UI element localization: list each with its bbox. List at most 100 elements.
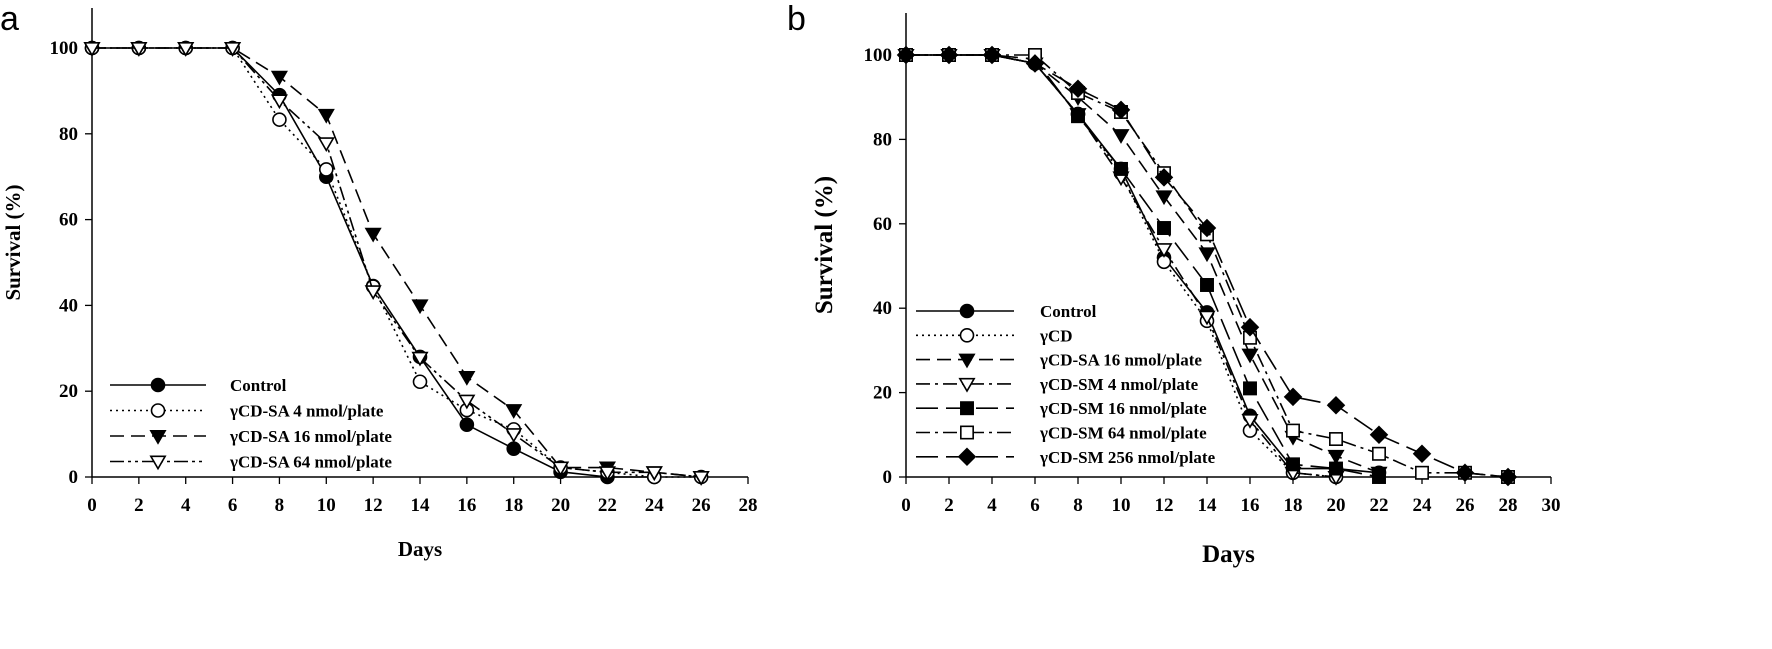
x-tick-label: 8 bbox=[1073, 495, 1083, 516]
data-point bbox=[1498, 467, 1518, 487]
data-point bbox=[552, 461, 570, 477]
data-point bbox=[1198, 247, 1216, 263]
data-point bbox=[1155, 243, 1173, 258]
x-tick-label: 0 bbox=[87, 495, 97, 516]
data-point bbox=[364, 285, 382, 300]
data-point bbox=[1025, 54, 1045, 73]
data-point bbox=[458, 371, 476, 386]
series-line bbox=[906, 54, 1509, 478]
data-point bbox=[318, 162, 334, 177]
x-tick-label: 4 bbox=[987, 495, 997, 516]
x-tick-label: 26 bbox=[1456, 495, 1475, 516]
x-tick-label: 10 bbox=[317, 495, 336, 516]
legend-entry: γCD-SM 4 nmol/plate bbox=[916, 375, 1199, 394]
data-point bbox=[317, 137, 335, 152]
y-tick-label: 100 bbox=[864, 45, 893, 66]
x-tick-label: 30 bbox=[1542, 495, 1561, 516]
x-axis-title: Days bbox=[1202, 541, 1255, 568]
legend-entry: γCD-SA 16 nmol/plate bbox=[916, 351, 1202, 370]
data-point bbox=[1369, 425, 1389, 445]
series-line bbox=[906, 54, 1380, 474]
data-point bbox=[1455, 463, 1475, 483]
x-tick-label: 18 bbox=[504, 495, 523, 516]
series-line bbox=[92, 47, 702, 478]
data-point bbox=[1197, 218, 1217, 238]
data-point bbox=[411, 299, 429, 315]
data-point bbox=[1154, 168, 1174, 187]
data-point bbox=[506, 441, 522, 456]
y-tick-label: 60 bbox=[59, 210, 78, 231]
y-tick-label: 40 bbox=[873, 298, 892, 319]
data-point bbox=[1329, 432, 1343, 446]
x-tick-label: 22 bbox=[1370, 495, 1389, 516]
data-point bbox=[982, 45, 1002, 65]
x-tick-label: 10 bbox=[1112, 495, 1131, 516]
y-axis-title: Survival (%) bbox=[1, 184, 25, 300]
data-point bbox=[1326, 396, 1346, 415]
legend-label: γCD-SM 64 nmol/plate bbox=[1039, 424, 1207, 443]
data-point bbox=[1157, 221, 1171, 235]
data-point bbox=[270, 70, 288, 86]
data-point bbox=[224, 41, 242, 57]
x-tick-label: 28 bbox=[1499, 495, 1518, 516]
data-point bbox=[1283, 387, 1303, 407]
data-point bbox=[1327, 449, 1345, 465]
data-point bbox=[177, 41, 195, 57]
y-tick-label: 0 bbox=[883, 467, 893, 488]
data-point bbox=[1372, 446, 1386, 461]
legend-label: γCD-SA 16 nmol/plate bbox=[229, 427, 392, 446]
y-tick-label: 80 bbox=[873, 129, 892, 150]
x-tick-label: 16 bbox=[1241, 495, 1260, 516]
y-tick-label: 0 bbox=[69, 467, 79, 488]
legend-label: γCD-SA 64 nmol/plate bbox=[229, 453, 392, 472]
chart-panel-b: b0 2 4 6 8 10 12 14 16 18 20 22 24 26 28 30020406080100… bbox=[787, 0, 1561, 568]
panel-letter: a bbox=[0, 0, 19, 38]
data-point bbox=[1286, 457, 1300, 472]
series-6 bbox=[899, 48, 1515, 484]
x-tick-label: 0 bbox=[901, 495, 911, 516]
chart-panel-a: a0 2 4 6 8 10 12 14 16 18 20 22 24 26 28020406080100Su… bbox=[0, 0, 758, 561]
data-point bbox=[83, 41, 101, 57]
data-point bbox=[896, 45, 916, 65]
data-point bbox=[411, 351, 429, 367]
data-point bbox=[458, 394, 476, 410]
x-tick-label: 6 bbox=[1030, 495, 1040, 516]
legend-label: γCD-SA 16 nmol/plate bbox=[1039, 351, 1202, 370]
legend-entry: γCD-SA 4 nmol/plate bbox=[110, 402, 384, 421]
legend-label: Control bbox=[230, 376, 287, 395]
data-point bbox=[1241, 348, 1259, 364]
x-tick-label: 28 bbox=[739, 495, 758, 516]
y-axis-title: Survival (%) bbox=[811, 176, 838, 314]
legend-marker bbox=[959, 327, 975, 343]
data-point bbox=[1071, 109, 1085, 124]
series-2 bbox=[84, 40, 709, 485]
data-point bbox=[939, 45, 959, 65]
legend-marker bbox=[959, 303, 975, 319]
legend-entry: Control bbox=[916, 302, 1097, 321]
x-tick-label: 20 bbox=[551, 495, 570, 516]
x-tick-label: 22 bbox=[598, 495, 617, 516]
x-tick-label: 18 bbox=[1284, 495, 1303, 516]
legend-marker bbox=[960, 401, 974, 416]
data-point bbox=[272, 112, 287, 127]
x-tick-label: 14 bbox=[411, 495, 431, 516]
x-tick-label: 4 bbox=[181, 495, 191, 516]
x-tick-label: 14 bbox=[1198, 495, 1218, 516]
x-tick-label: 24 bbox=[645, 495, 665, 516]
legend-marker bbox=[958, 353, 976, 369]
legend-marker bbox=[960, 425, 974, 440]
data-point bbox=[1241, 414, 1259, 429]
series-4 bbox=[83, 41, 710, 486]
legend-label: γCD-SM 4 nmol/plate bbox=[1039, 375, 1199, 394]
x-tick-label: 6 bbox=[228, 495, 238, 516]
y-tick-label: 100 bbox=[50, 38, 79, 59]
y-tick-label: 20 bbox=[59, 381, 78, 402]
data-point bbox=[692, 470, 710, 486]
legend-entry: γCD-SA 64 nmol/plate bbox=[110, 453, 392, 472]
legend-marker bbox=[150, 377, 166, 393]
series-line bbox=[906, 54, 1509, 478]
legend-label: γCD-SA 4 nmol/plate bbox=[229, 402, 384, 421]
legend-entry: γCD-SM 64 nmol/plate bbox=[916, 424, 1207, 443]
x-tick-label: 26 bbox=[692, 495, 711, 516]
